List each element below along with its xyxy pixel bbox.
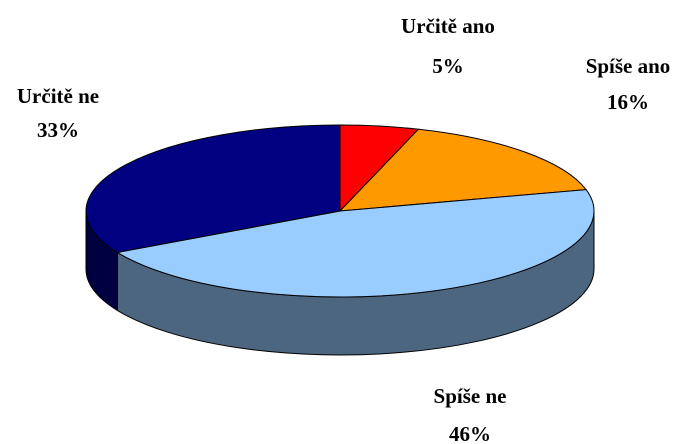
value-label: 33% (37, 118, 79, 142)
pie-slice (85, 124, 341, 253)
slice-label: Spíše ne (434, 384, 507, 408)
value-label: 5% (432, 54, 464, 78)
value-label: 46% (449, 422, 491, 444)
pie-slice (116, 189, 595, 298)
value-label: 16% (607, 90, 649, 114)
slice-label: Spíše ano (586, 54, 671, 78)
pie-slice (338, 128, 587, 212)
slice-label: Určitě ano (401, 14, 495, 38)
slice-label: Určitě ne (17, 84, 99, 108)
